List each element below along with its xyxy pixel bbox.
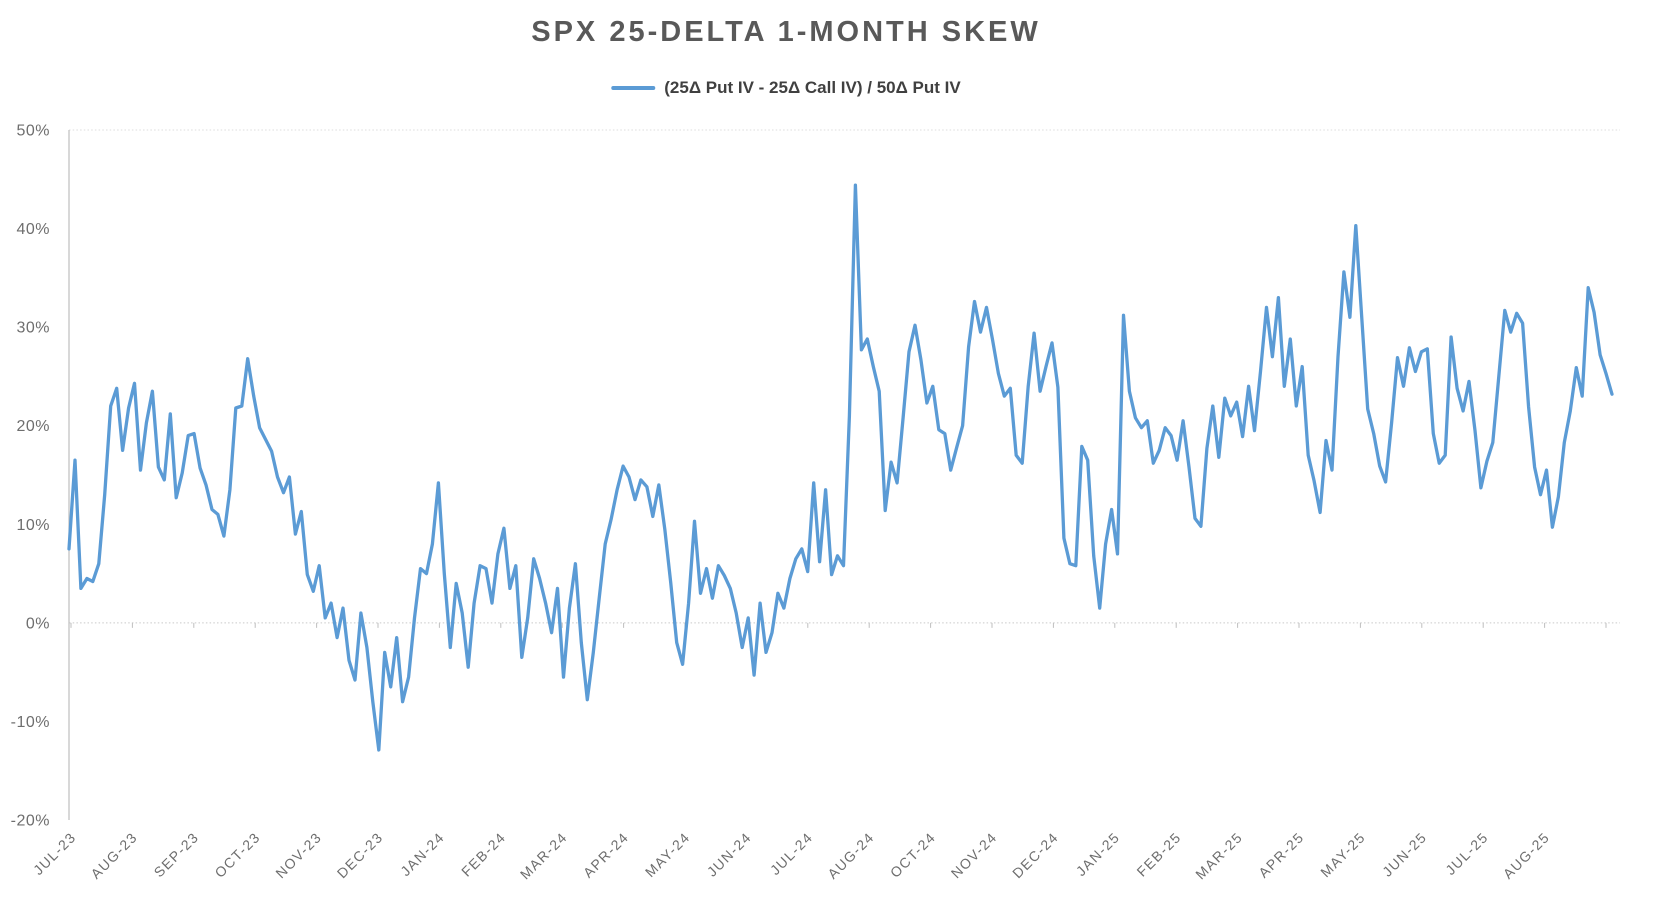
x-axis-label: NOV-23 — [272, 829, 324, 881]
y-axis-label: 20% — [16, 418, 50, 435]
x-axis-label: JUL-23 — [30, 829, 79, 878]
x-axis-label: AUG-24 — [824, 829, 877, 882]
x-axis-label: SEP-23 — [151, 829, 202, 880]
y-axis-label: -20% — [11, 813, 50, 830]
chart-title: SPX 25-DELTA 1-MONTH SKEW — [531, 16, 1041, 48]
legend-line-swatch — [611, 86, 656, 90]
x-axis-label: MAY-25 — [1317, 829, 1368, 880]
x-axis-label: DEC-23 — [334, 829, 386, 881]
x-axis-label: FEB-24 — [458, 829, 509, 880]
x-axis-label: JAN-24 — [397, 829, 447, 879]
x-axis-label: NOV-24 — [948, 829, 1000, 881]
legend: (25Δ Put IV - 25Δ Call IV) / 50Δ Put IV — [611, 78, 961, 98]
x-axis-label: OCT-24 — [887, 829, 939, 881]
x-axis-label: APR-25 — [1255, 829, 1307, 881]
x-axis-label: JUL-25 — [1442, 829, 1491, 878]
x-axis-label: APR-24 — [580, 829, 632, 881]
y-axis-label: 40% — [16, 221, 50, 238]
y-axis-label: 10% — [16, 517, 50, 534]
x-axis-label: JUN-25 — [1379, 829, 1430, 880]
x-axis-label: DEC-24 — [1009, 829, 1061, 881]
legend-series-label: (25Δ Put IV - 25Δ Call IV) / 50Δ Put IV — [664, 78, 961, 97]
x-axis-label: MAR-25 — [1192, 829, 1246, 883]
x-axis-label: AUG-23 — [87, 829, 140, 882]
x-axis-label: AUG-25 — [1500, 829, 1553, 882]
y-axis-label: -10% — [11, 714, 50, 731]
x-axis-label: JAN-25 — [1073, 829, 1123, 879]
y-axis-label: 50% — [16, 123, 50, 140]
x-axis-label: JUN-24 — [704, 829, 755, 880]
x-axis-label: JUL-24 — [767, 829, 816, 878]
series-line — [67, 183, 1614, 752]
y-axis-label: 0% — [26, 615, 50, 632]
x-axis-label: OCT-23 — [211, 829, 263, 881]
x-axis-label: MAY-24 — [642, 829, 693, 880]
x-axis-label: FEB-25 — [1133, 829, 1184, 880]
x-axis-label: MAR-24 — [517, 829, 571, 883]
y-axis-label: 30% — [16, 320, 50, 337]
